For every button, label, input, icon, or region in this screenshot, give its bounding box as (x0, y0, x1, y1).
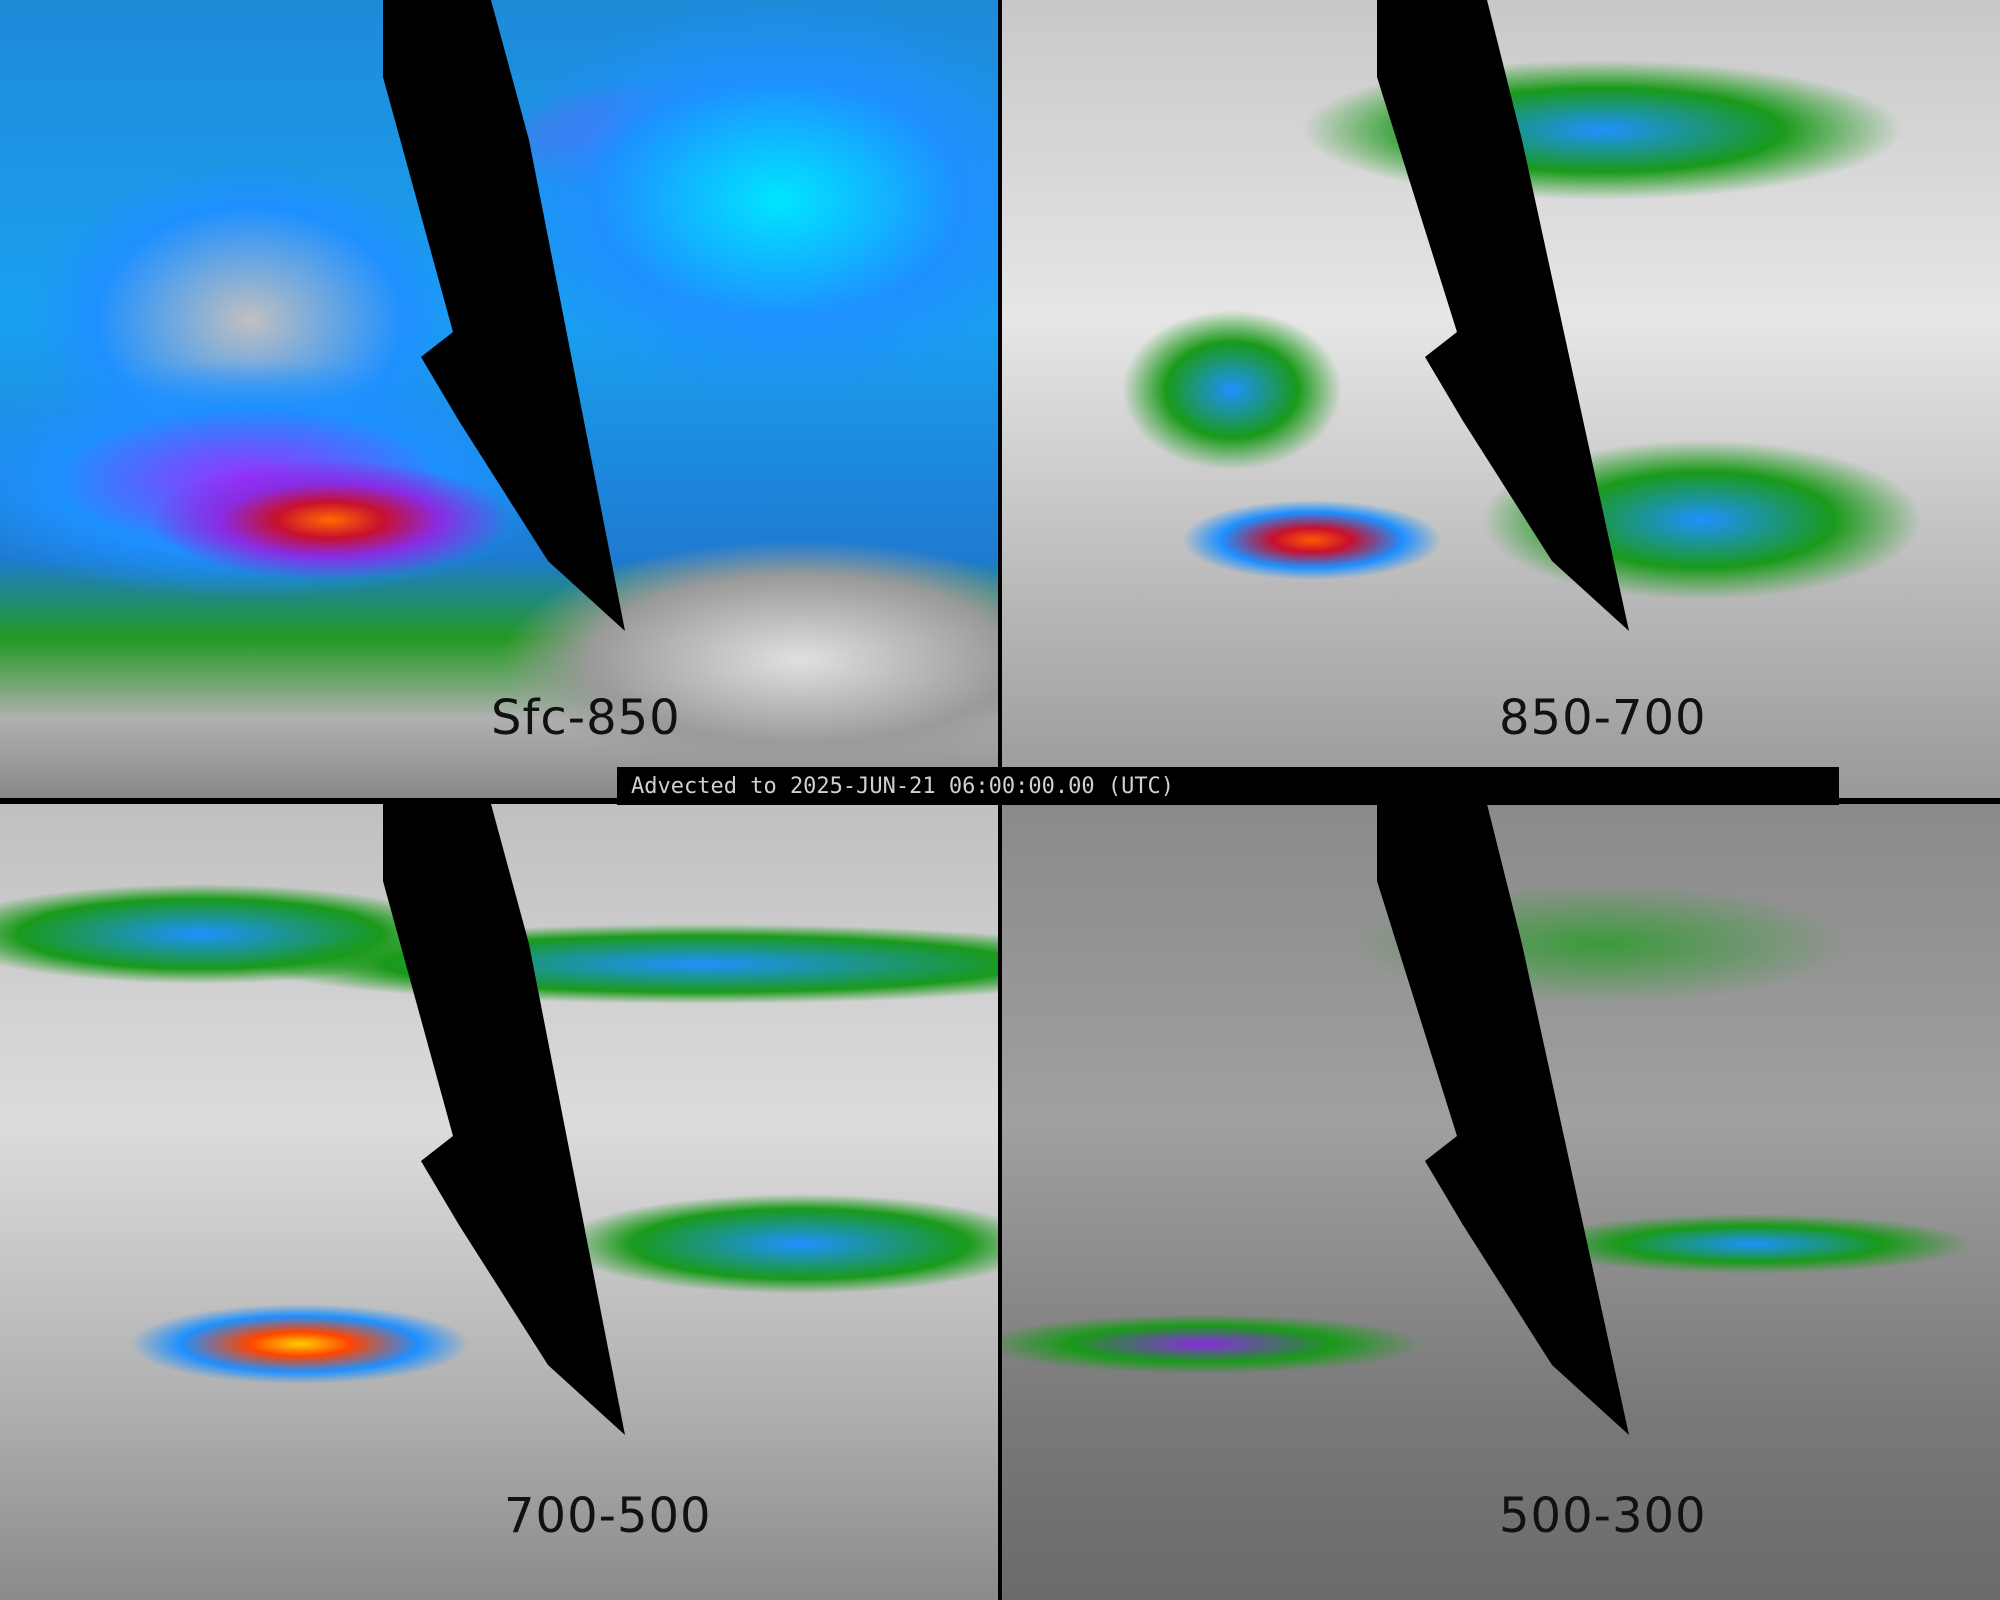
panel-sfc-850: Sfc-850 (0, 0, 998, 798)
layer-label: 500-300 (1499, 1488, 1707, 1544)
no-data-wedge (383, 0, 625, 631)
layer-label: Sfc-850 (491, 690, 681, 746)
no-data-wedge (1377, 804, 1629, 1435)
no-data-wedge (383, 804, 625, 1435)
timestamp-bar: Advected to 2025-JUN-21 06:00:00.00 (UTC… (617, 767, 1839, 805)
no-data-wedge (1377, 0, 1629, 631)
layer-label: 850-700 (1499, 690, 1707, 746)
layer-label: 700-500 (504, 1488, 712, 1544)
panel-850-700: 850-700 (1002, 0, 2000, 798)
panel-500-300: 500-300 (1002, 804, 2000, 1600)
timestamp-text: Advected to 2025-JUN-21 06:00:00.00 (UTC… (631, 774, 1175, 799)
panel-700-500: 700-500 (0, 804, 998, 1600)
